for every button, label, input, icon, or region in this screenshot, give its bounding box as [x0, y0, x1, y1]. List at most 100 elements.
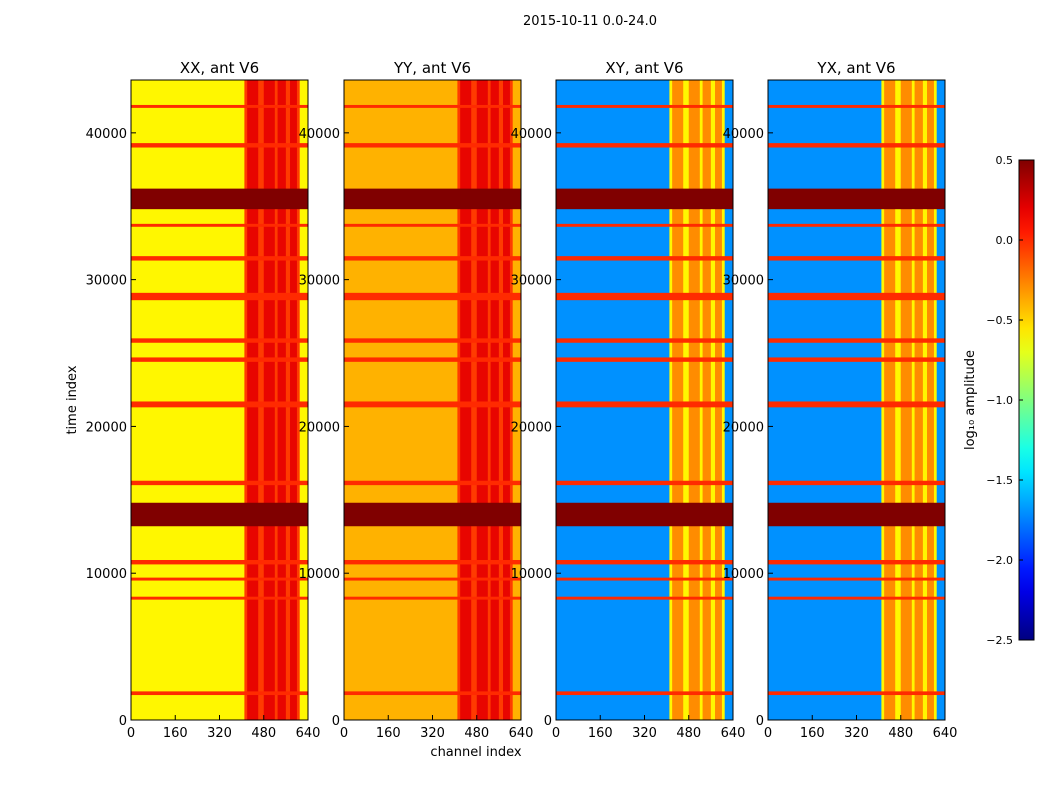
panel-2-time-band-9	[556, 596, 733, 600]
panel-2-time-band-1	[556, 188, 733, 210]
panel-1-time-band-2	[344, 292, 521, 301]
panel-3-time-band-6	[768, 480, 945, 486]
panel-1-time-band-6	[344, 480, 521, 486]
panel-1-time-band-0	[344, 502, 521, 527]
panel-1-xtick-label-0: 0	[340, 726, 348, 741]
panel-0-time-band-13	[131, 143, 308, 148]
panel-1-ytick-label-1: 10000	[299, 567, 340, 582]
panel-0-time-band-6	[131, 480, 308, 486]
panel-2-time-band-14	[556, 104, 733, 108]
colorbar-tick-label-2: −0.5	[986, 314, 1013, 327]
panel-2-xtick-label-0: 0	[552, 726, 560, 741]
panel-3-xtick-label-1: 160	[800, 726, 825, 741]
panel-2-xtick-label-3: 480	[676, 726, 701, 741]
panel-3-time-band-1	[768, 188, 945, 210]
panel-3-time-band-13	[768, 143, 945, 148]
panel-1-time-band-13	[344, 143, 521, 148]
panel-2-rfi-strip-2	[702, 80, 711, 720]
panel-2-time-band-2	[556, 292, 733, 301]
panel-0-ytick-label-0: 0	[119, 714, 127, 729]
panel-1-time-band-12	[344, 223, 521, 227]
panel-3-ytick-label-2: 20000	[723, 420, 764, 435]
panel-0-rfi-strip-2	[277, 80, 286, 720]
panel-2-xtick-label-4: 640	[721, 726, 746, 741]
panel-3-time-band-2	[768, 292, 945, 301]
panel-1-xtick-label-2: 320	[420, 726, 445, 741]
panel-2-rfi-strip-0	[672, 80, 684, 720]
panel-3-rfi-strip-2	[914, 80, 923, 720]
panel-0-title: XX, ant V6	[180, 59, 259, 77]
panel-0-ytick-label-3: 30000	[86, 274, 127, 289]
colorbar-tick-label-0: 0.5	[996, 154, 1014, 167]
panel-2-rfi-strip-3	[715, 80, 722, 720]
panel-2-time-band-12	[556, 223, 733, 227]
panel-3-rfi-strip-0	[884, 80, 896, 720]
panel-3-time-band-10	[768, 691, 945, 696]
colorbar-tick-label-3: −1.0	[986, 394, 1013, 407]
panel-0-time-band-12	[131, 223, 308, 227]
panel-2-time-band-8	[556, 577, 733, 581]
panel-0-time-band-9	[131, 596, 308, 600]
panel-3-title: YX, ant V6	[816, 59, 895, 77]
panel-0-ytick-label-4: 40000	[86, 127, 127, 142]
panel-0-rfi-strip-3	[290, 80, 297, 720]
panel-3-ytick-label-4: 40000	[723, 127, 764, 142]
panel-3-time-band-8	[768, 577, 945, 581]
panel-0-time-band-7	[131, 560, 308, 565]
panel-0-time-band-2	[131, 292, 308, 301]
panel-3-xtick-label-2: 320	[844, 726, 869, 741]
panel-1-xtick-label-1: 160	[376, 726, 401, 741]
panel-2-time-band-4	[556, 357, 733, 362]
colorbar-tick-label-5: −2.0	[986, 554, 1013, 567]
panel-2-time-band-6	[556, 480, 733, 486]
panel-3-time-band-9	[768, 596, 945, 600]
panel-0-time-band-3	[131, 338, 308, 343]
panel-2-time-band-5	[556, 401, 733, 408]
panel-2-ytick-label-1: 10000	[511, 567, 552, 582]
panel-3-time-band-3	[768, 338, 945, 343]
panel-0-ytick-label-1: 10000	[86, 567, 127, 582]
panel-1-time-band-10	[344, 691, 521, 696]
figure-suptitle: 2015-10-11 0.0-24.0	[523, 14, 657, 29]
panel-1-ytick-label-0: 0	[332, 714, 340, 729]
panel-1-rfi-strip-3	[503, 80, 510, 720]
panel-0-time-band-11	[131, 256, 308, 261]
y-axis-label: time index	[65, 365, 80, 434]
panel-2-ytick-label-4: 40000	[511, 127, 552, 142]
panel-1-rfi-strip-1	[476, 80, 488, 720]
panel-1-rfi-strip-0	[460, 80, 472, 720]
panel-0-xtick-label-4: 640	[296, 726, 321, 741]
panel-3-time-band-14	[768, 104, 945, 108]
panel-0-time-band-4	[131, 357, 308, 362]
panel-0-time-band-8	[131, 577, 308, 581]
panel-1-time-band-3	[344, 338, 521, 343]
panel-0-time-band-5	[131, 401, 308, 408]
panel-1-time-band-8	[344, 577, 521, 581]
panel-2-xtick-label-1: 160	[588, 726, 613, 741]
panel-1-rfi-strip-2	[490, 80, 499, 720]
panel-1-time-band-14	[344, 104, 521, 108]
panel-3-xtick-label-3: 480	[888, 726, 913, 741]
panel-0-xtick-label-2: 320	[207, 726, 232, 741]
panel-0-xtick-label-3: 480	[251, 726, 276, 741]
panel-2-ytick-label-0: 0	[544, 714, 552, 729]
panel-2-time-band-3	[556, 338, 733, 343]
panel-3-time-band-0	[768, 502, 945, 527]
panel-2-time-band-7	[556, 560, 733, 565]
panel-1-time-band-9	[344, 596, 521, 600]
panel-0-rfi-strip-0	[247, 80, 259, 720]
panel-3-ytick-label-0: 0	[756, 714, 764, 729]
panel-3-rfi-strip-3	[927, 80, 934, 720]
panel-0-time-band-0	[131, 502, 308, 527]
panel-1-time-band-7	[344, 560, 521, 565]
panel-3-time-band-12	[768, 223, 945, 227]
panel-3-time-band-11	[768, 256, 945, 261]
panel-1-xtick-label-4: 640	[509, 726, 534, 741]
panel-1-time-band-11	[344, 256, 521, 261]
panel-2-xtick-label-2: 320	[632, 726, 657, 741]
panel-3-xtick-label-4: 640	[933, 726, 958, 741]
panel-0-xtick-label-0: 0	[127, 726, 135, 741]
panel-3-xtick-label-0: 0	[764, 726, 772, 741]
panel-1-title: YY, ant V6	[393, 59, 471, 77]
